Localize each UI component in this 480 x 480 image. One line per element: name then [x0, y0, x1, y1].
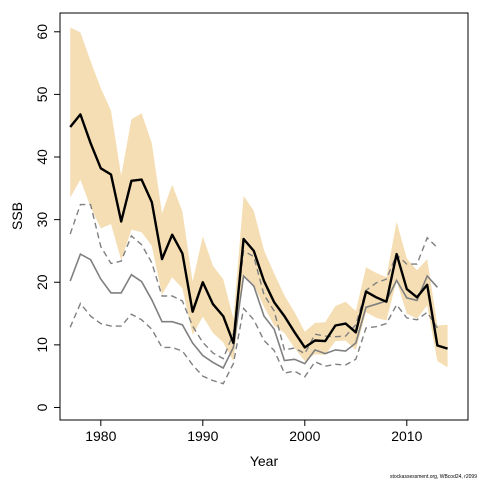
- x-tick-label: 1990: [187, 428, 218, 444]
- x-axis-title: Year: [250, 453, 279, 469]
- confidence-band-layer: [70, 27, 448, 368]
- x-tick-label: 1980: [85, 428, 116, 444]
- ssb-line-layer: [69, 113, 448, 350]
- y-tick-label: 60: [34, 24, 50, 40]
- y-tick-label: 10: [34, 337, 50, 353]
- y-axis-title: SSB: [9, 202, 25, 230]
- footnote: stockassessment.org, WBcod24, r2099: [390, 474, 477, 480]
- y-tick-label: 40: [34, 149, 50, 165]
- x-tick-label: 2000: [289, 428, 320, 444]
- ssb-line: [69, 113, 448, 350]
- x-axis: 1980 1990 2000 2010: [85, 420, 423, 444]
- y-tick-label: 20: [34, 274, 50, 290]
- y-axis: 0 10 20 30 40 50 60: [34, 24, 60, 411]
- y-tick-label: 50: [34, 86, 50, 102]
- plot-frame: [59, 12, 469, 421]
- ssb-confidence-band: [70, 27, 448, 368]
- comparison-lines-layer: [69, 203, 438, 385]
- comparison-mid-line: [69, 252, 438, 370]
- y-tick-label: 30: [34, 212, 50, 228]
- comparison-lower-line: [69, 302, 438, 385]
- y-tick-label: 0: [34, 403, 50, 411]
- comparison-upper-line: [69, 203, 438, 360]
- x-tick-label: 2010: [391, 428, 422, 444]
